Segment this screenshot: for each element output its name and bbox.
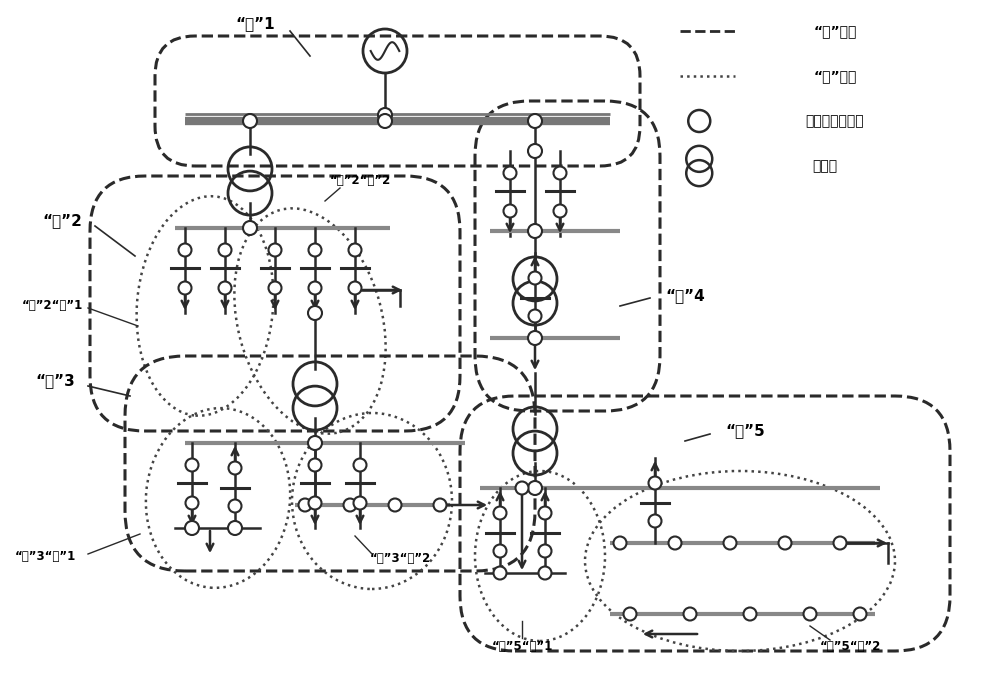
Circle shape [528,481,542,495]
Circle shape [538,566,552,579]
Text: “层”2“域”2: “层”2“域”2 [329,174,391,187]
Circle shape [538,506,552,519]
Circle shape [554,205,566,218]
Circle shape [308,306,322,320]
Circle shape [354,458,366,471]
Circle shape [494,506,507,519]
Circle shape [178,243,192,256]
Text: 变压器: 变压器 [812,159,838,173]
Circle shape [528,331,542,345]
Circle shape [648,514,662,527]
Circle shape [308,436,322,450]
Circle shape [528,114,542,128]
Circle shape [349,243,362,256]
Circle shape [624,608,637,621]
Circle shape [648,477,662,489]
Circle shape [228,462,242,475]
Circle shape [614,537,626,550]
Circle shape [308,496,322,510]
Text: “层”边界: “层”边界 [813,24,857,38]
Circle shape [388,498,402,512]
Circle shape [528,310,542,322]
Circle shape [528,272,542,285]
Circle shape [778,537,792,550]
Circle shape [218,243,232,256]
Circle shape [538,544,552,558]
Circle shape [834,537,846,550]
Circle shape [308,243,322,256]
Text: “层”3: “层”3 [35,374,75,389]
Text: “层”5: “层”5 [725,423,765,439]
Circle shape [724,537,736,550]
Text: “层”3“域”2: “层”3“域”2 [369,552,431,564]
Circle shape [298,498,312,512]
Circle shape [433,498,447,512]
Circle shape [186,496,198,510]
Text: “层”1: “层”1 [235,16,275,32]
Circle shape [378,114,392,128]
Text: “层”4: “层”4 [665,289,705,304]
Circle shape [354,496,366,510]
Circle shape [308,458,322,471]
Circle shape [243,221,257,235]
Text: “层”5“域”1: “层”5“域”1 [491,639,553,652]
Circle shape [684,608,696,621]
Circle shape [268,281,282,295]
Circle shape [494,566,507,579]
Text: “域”边界: “域”边界 [813,69,857,83]
Circle shape [494,544,507,558]
Circle shape [344,498,356,512]
Circle shape [744,608,757,621]
Text: “层”5“域”2: “层”5“域”2 [819,639,881,652]
Circle shape [378,108,392,122]
Circle shape [668,537,682,550]
Text: “层”3“域”1: “层”3“域”1 [14,550,76,562]
Circle shape [528,224,542,238]
Circle shape [554,166,566,180]
Circle shape [185,521,199,535]
Circle shape [308,281,322,295]
Circle shape [178,281,192,295]
Circle shape [854,608,866,621]
Circle shape [228,521,242,535]
Circle shape [804,608,816,621]
Text: 电气量采集单元: 电气量采集单元 [806,114,864,128]
Circle shape [186,458,198,471]
Circle shape [268,243,282,256]
Circle shape [228,500,242,512]
Circle shape [503,166,516,180]
Circle shape [349,281,362,295]
Circle shape [503,205,516,218]
Circle shape [516,481,528,495]
Circle shape [528,144,542,158]
Circle shape [218,281,232,295]
Text: “层”2“域”1: “层”2“域”1 [21,299,83,312]
Text: “层”2: “层”2 [42,214,82,228]
Circle shape [243,114,257,128]
